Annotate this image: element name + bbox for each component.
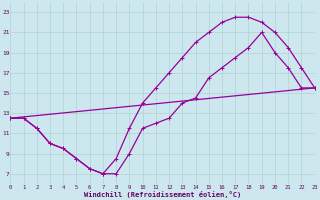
X-axis label: Windchill (Refroidissement éolien,°C): Windchill (Refroidissement éolien,°C) (84, 191, 241, 198)
